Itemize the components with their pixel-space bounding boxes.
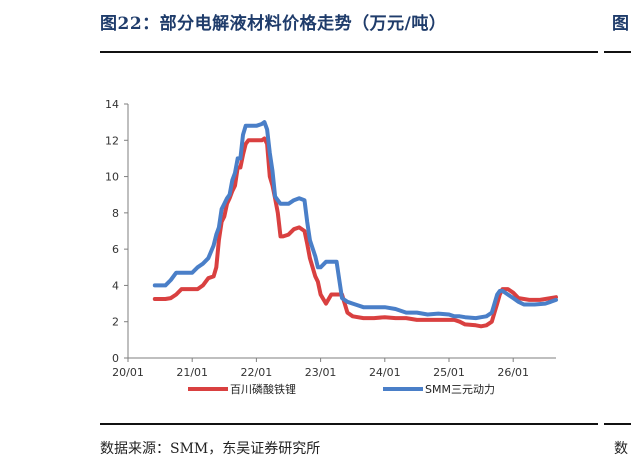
adjacent-bottom-rule (604, 423, 631, 425)
y-tick-label: 6 (112, 243, 119, 256)
chart-series-layer (152, 120, 558, 329)
bottom-rule (100, 423, 598, 425)
x-tick-label: 23/01 (305, 366, 337, 379)
y-tick-label: 2 (112, 316, 119, 329)
adjacent-top-rule (604, 51, 631, 53)
adjacent-figure-title-fragment: 图 (612, 14, 629, 34)
y-tick-label: 4 (112, 279, 119, 292)
source-note: 数据来源：SMM，东吴证券研究所 (100, 441, 321, 457)
legend-label: 百川磷酸铁锂 (230, 382, 296, 396)
x-tick-label: 26/01 (497, 366, 529, 379)
series-line-ncm (152, 120, 558, 321)
adjacent-source-fragment: 数 (614, 441, 628, 457)
y-tick-label: 14 (105, 98, 119, 111)
figure-title: 图22：部分电解液材料价格走势（万元/吨） (100, 14, 447, 34)
y-tick-label: 8 (112, 207, 119, 220)
x-tick-label: 21/01 (176, 366, 208, 379)
top-rule (100, 51, 598, 53)
chart-legend: 百川磷酸铁锂 SMM三元动力 (188, 382, 495, 396)
x-tick-label: 25/01 (433, 366, 465, 379)
chart-axes: 0 2 4 6 8 10 12 14 20/01 21/01 22/01 23/01 24/01 25/0… (105, 98, 556, 379)
legend-label: SMM三元动力 (425, 383, 495, 396)
y-tick-label: 10 (105, 171, 119, 184)
x-tick-label: 24/01 (369, 366, 401, 379)
x-tick-label: 22/01 (241, 366, 273, 379)
x-tick-label: 20/01 (112, 366, 144, 379)
series-line-lfp (152, 136, 558, 329)
y-tick-label: 12 (105, 134, 119, 147)
y-tick-label: 0 (112, 352, 119, 365)
